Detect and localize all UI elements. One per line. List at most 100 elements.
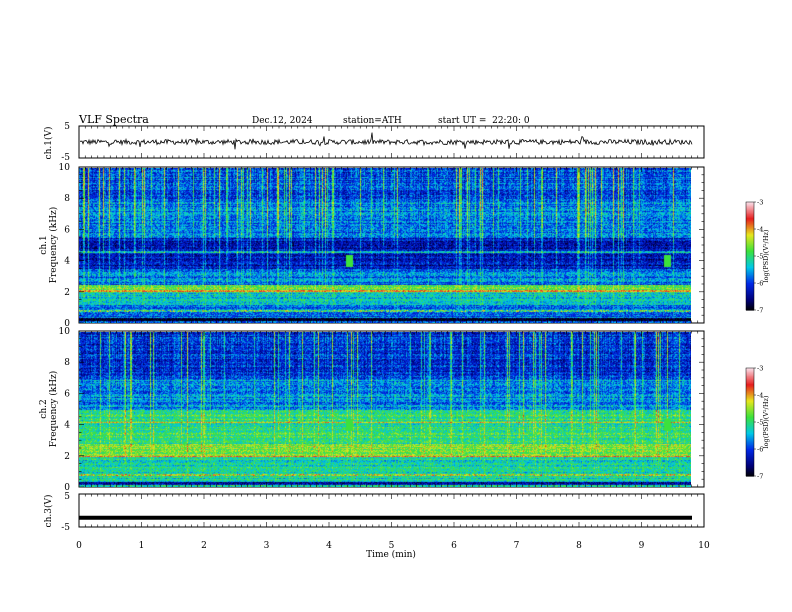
colorbar-swatch	[746, 440, 754, 443]
ch3-ytick-top: 5	[64, 492, 70, 502]
colorbar-swatch	[746, 241, 754, 244]
colorbar-swatch	[746, 386, 754, 389]
colorbar-swatch	[746, 230, 754, 233]
colorbar-swatch	[746, 299, 754, 302]
y-tick-label: 2	[64, 452, 70, 462]
x-tick-label: 5	[389, 541, 395, 551]
colorbar-swatch	[746, 220, 754, 223]
colorbar-swatch	[746, 422, 754, 424]
x-tick-label: 9	[639, 541, 645, 551]
colorbar-swatch	[746, 265, 754, 268]
colorbar-swatch	[746, 202, 754, 204]
colorbar-swatch	[746, 234, 754, 237]
colorbar-tick-label: -6	[757, 446, 763, 454]
x-tick-label: 8	[576, 541, 582, 551]
colorbar-swatch	[746, 424, 754, 427]
colorbar-swatch	[746, 372, 754, 374]
colorbar-swatch	[746, 292, 754, 295]
y-tick-label: 0	[64, 319, 70, 329]
colorbar-swatch	[746, 303, 754, 306]
colorbar-swatch	[746, 293, 754, 296]
y-tick-label: 4	[64, 421, 70, 431]
colorbar-swatch	[746, 287, 754, 289]
colorbar-swatch	[746, 455, 754, 458]
colorbar-swatch	[746, 434, 754, 437]
colorbar-swatch	[746, 269, 754, 272]
date-label: Dec.12, 2024	[252, 116, 313, 126]
colorbar-swatch	[746, 295, 754, 298]
colorbar-swatch	[746, 207, 754, 210]
colorbar-swatch	[746, 388, 754, 391]
colorbar-swatch	[746, 451, 754, 454]
ch2-spectrogram-image-holder	[79, 332, 691, 487]
colorbar-tick-label: -3	[757, 365, 763, 373]
colorbar-swatch	[746, 237, 754, 240]
x-axis-label: Time (min)	[366, 549, 416, 560]
y-tick-label: 8	[64, 358, 70, 368]
colorbar-swatch	[746, 272, 754, 275]
colorbar-swatch	[746, 395, 754, 397]
colorbar-swatch	[746, 436, 754, 439]
figure-title: VLF Spectra	[78, 113, 149, 126]
colorbar-swatch	[746, 384, 754, 387]
colorbar-swatch	[746, 227, 754, 230]
colorbar-swatch	[746, 417, 754, 420]
colorbar-swatch	[746, 377, 754, 380]
colorbar-swatch	[746, 222, 754, 225]
y-tick-label: 0	[64, 483, 70, 493]
colorbar-swatch	[746, 278, 754, 281]
colorbar-swatch	[746, 432, 754, 435]
ch2-colorbar: -3 -4 -5 -6 -7 log(PSD)(V²/Hz)	[745, 365, 770, 481]
colorbar-swatch	[746, 260, 754, 262]
ch1-ytick-top: 5	[64, 122, 70, 132]
colorbar-swatch	[746, 224, 754, 227]
colorbar-tick-label: -4	[757, 392, 763, 400]
colorbar-swatch	[746, 473, 754, 476]
x-tick-label: 6	[451, 541, 457, 551]
colorbar-swatch	[746, 401, 754, 404]
y-tick-label: 4	[64, 257, 70, 267]
ch1-spectrogram-ylabel-line1: ch.1	[39, 235, 49, 254]
colorbar-swatch	[746, 446, 754, 449]
colorbar-swatch	[746, 300, 754, 303]
colorbar-swatch	[746, 423, 754, 426]
colorbar-swatch	[746, 266, 754, 269]
colorbar-swatch	[746, 245, 754, 248]
colorbar-swatch	[746, 291, 754, 294]
colorbar-swatch	[746, 444, 754, 447]
colorbar-swatch	[746, 397, 754, 400]
y-tick-label: 8	[64, 194, 70, 204]
colorbar-swatch	[746, 465, 754, 468]
colorbar-swatch	[746, 304, 754, 307]
x-tick-label: 2	[201, 541, 207, 551]
colorbar-swatch	[746, 443, 754, 446]
colorbar-swatch	[746, 257, 754, 260]
colorbar-swatch	[746, 283, 754, 285]
colorbar-swatch	[746, 281, 754, 284]
colorbar-swatch	[746, 276, 754, 279]
colorbar-swatch	[746, 396, 754, 399]
ch1-frequency-label: Frequency (kHz)	[48, 207, 59, 284]
colorbar-swatch	[746, 250, 754, 253]
colorbar-swatch	[746, 373, 754, 376]
colorbar-swatch	[746, 382, 754, 385]
colorbar-swatch	[746, 284, 754, 287]
ch2-spectrogram-ylabel-line2: Frequency (kHz)	[48, 371, 59, 448]
start-ut-label: start UT = 22:20: 0	[438, 116, 530, 126]
colorbar-tick-label: -5	[757, 419, 763, 427]
colorbar-swatch	[746, 413, 754, 416]
colorbar-swatch	[746, 219, 754, 222]
colorbar-swatch	[746, 374, 754, 377]
colorbar-swatch	[746, 280, 754, 283]
station-label: station=ATH	[343, 116, 402, 126]
x-tick-label: 4	[326, 541, 332, 551]
colorbar-swatch	[746, 435, 754, 438]
ch2-spectrogram-ylabel-line1: ch.2	[39, 399, 49, 418]
ch1-ytick-bottom: -5	[61, 153, 70, 163]
colorbar-swatch	[746, 399, 754, 401]
colorbar-swatch	[746, 416, 754, 419]
colorbar-swatch	[746, 270, 754, 273]
colorbar-swatch	[746, 214, 754, 217]
colorbar-swatch	[746, 427, 754, 430]
ch1-waveform-trace	[79, 132, 693, 150]
